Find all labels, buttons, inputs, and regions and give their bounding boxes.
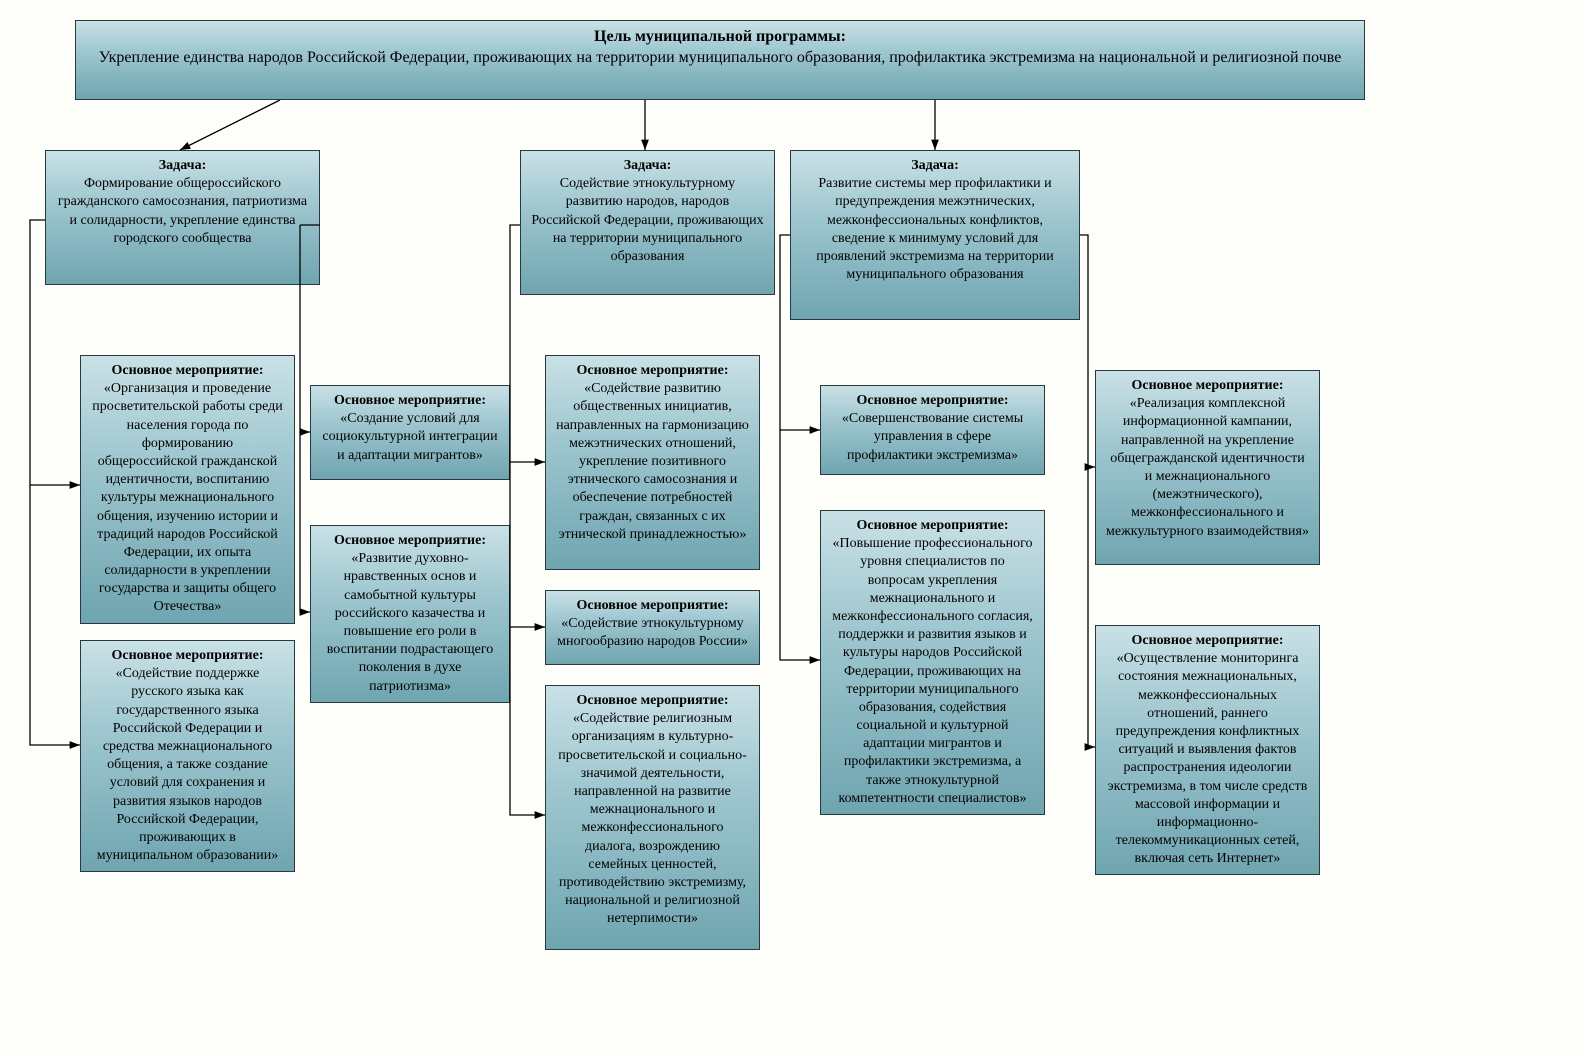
activity-title: Основное мероприятие: — [556, 597, 749, 615]
activity-title: Основное мероприятие: — [1106, 632, 1309, 650]
task-title: Задача: — [56, 157, 309, 175]
task-box-3: Задача: Развитие системы мер профилактик… — [790, 150, 1080, 320]
activity-text: «Осуществление мониторинга состояния меж… — [1106, 650, 1309, 868]
task-box-1: Задача: Формирование общероссийского гра… — [45, 150, 320, 285]
task-box-2: Задача: Содействие этнокультурному разви… — [520, 150, 775, 295]
activity-text: «Содействие этнокультурному многообразию… — [556, 615, 749, 651]
activity-box: Основное мероприятие: «Осуществление мон… — [1095, 625, 1320, 875]
activity-box: Основное мероприятие: «Содействие этноку… — [545, 590, 760, 665]
activity-box: Основное мероприятие: «Совершенствование… — [820, 385, 1045, 475]
task-text: Развитие системы мер профилактики и пред… — [801, 175, 1069, 284]
task-text: Формирование общероссийского гражданског… — [56, 175, 309, 248]
activity-box: Основное мероприятие: «Реализация компле… — [1095, 370, 1320, 565]
activity-box: Основное мероприятие: «Создание условий … — [310, 385, 510, 480]
activity-title: Основное мероприятие: — [831, 517, 1034, 535]
activity-box: Основное мероприятие: «Содействие развит… — [545, 355, 760, 570]
goal-text: Укрепление единства народов Российской Ф… — [86, 48, 1354, 69]
activity-text: «Содействие развитию общественных инициа… — [556, 380, 749, 544]
activity-box: Основное мероприятие: «Содействие религи… — [545, 685, 760, 950]
activity-text: «Совершенствование системы управления в … — [831, 410, 1034, 465]
activity-text: «Содействие поддержке русского языка как… — [91, 665, 284, 865]
activity-box: Основное мероприятие: «Повышение професс… — [820, 510, 1045, 815]
activity-box: Основное мероприятие: «Развитие духовно-… — [310, 525, 510, 703]
goal-box: Цель муниципальной программы: Укрепление… — [75, 20, 1365, 100]
activity-text: «Реализация комплексной информационной к… — [1106, 395, 1309, 541]
goal-title: Цель муниципальной программы: — [86, 27, 1354, 48]
activity-title: Основное мероприятие: — [91, 647, 284, 665]
activity-text: «Содействие религиозным организациям в к… — [556, 710, 749, 928]
activity-title: Основное мероприятие: — [556, 362, 749, 380]
activity-box: Основное мероприятие: «Организация и про… — [80, 355, 295, 624]
activity-text: «Организация и проведение просветительск… — [91, 380, 284, 616]
activity-box: Основное мероприятие: «Содействие поддер… — [80, 640, 295, 872]
activity-title: Основное мероприятие: — [1106, 377, 1309, 395]
activity-text: «Создание условий для социокультурной ин… — [321, 410, 499, 465]
task-title: Задача: — [801, 157, 1069, 175]
task-text: Содействие этнокультурному развитию наро… — [531, 175, 764, 266]
task-title: Задача: — [531, 157, 764, 175]
activity-text: «Развитие духовно-нравственных основ и с… — [321, 550, 499, 696]
activity-text: «Повышение профессионального уровня спец… — [831, 535, 1034, 808]
activity-title: Основное мероприятие: — [321, 532, 499, 550]
activity-title: Основное мероприятие: — [321, 392, 499, 410]
activity-title: Основное мероприятие: — [556, 692, 749, 710]
activity-title: Основное мероприятие: — [91, 362, 284, 380]
activity-title: Основное мероприятие: — [831, 392, 1034, 410]
